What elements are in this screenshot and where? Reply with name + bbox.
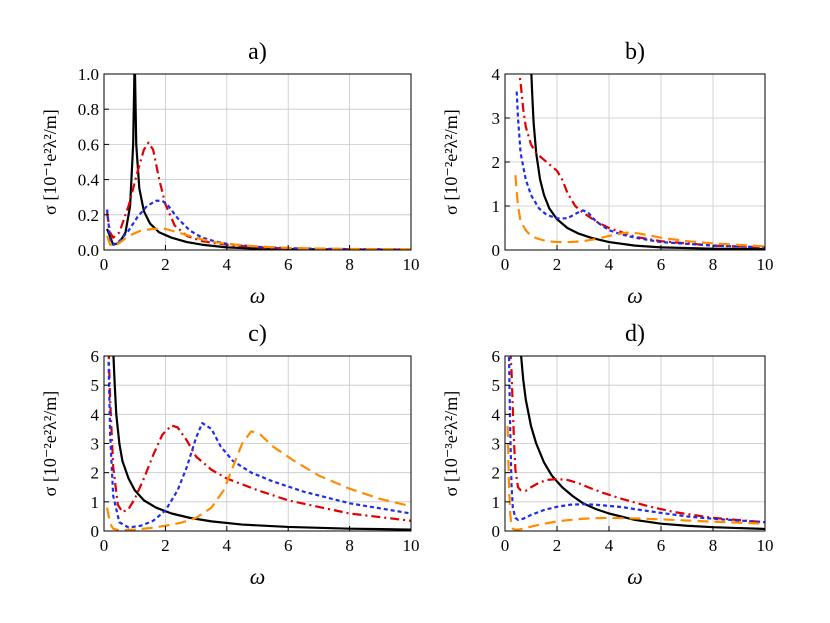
series-blue-dotted — [515, 91, 765, 249]
y-tick-label: 5 — [492, 376, 501, 395]
y-tick-label: 0.6 — [78, 135, 99, 154]
series-red-dashdot — [518, 74, 765, 249]
y-axis-label: σ [10⁻²e²λ²/m] — [441, 109, 461, 215]
x-tick-label: 0 — [501, 536, 510, 555]
x-tick-label: 10 — [403, 255, 420, 274]
panel-title: a) — [248, 39, 267, 65]
series-black-solid — [530, 74, 765, 250]
y-tick-label: 0 — [91, 522, 100, 541]
x-tick-label: 0 — [100, 255, 109, 274]
y-tick-label: 6 — [91, 347, 100, 366]
y-tick-label: 1.0 — [78, 65, 99, 84]
x-tick-label: 4 — [605, 536, 614, 555]
y-tick-label: 5 — [91, 376, 100, 395]
y-tick-label: 0 — [492, 522, 501, 541]
y-tick-label: 0.4 — [78, 171, 100, 190]
y-tick-label: 6 — [492, 347, 501, 366]
panel-title: c) — [248, 321, 267, 347]
y-tick-label: 4 — [492, 65, 501, 84]
x-axis-label: ω — [627, 283, 643, 308]
x-tick-label: 0 — [501, 255, 510, 274]
y-tick-label: 3 — [492, 435, 501, 454]
x-tick-label: 4 — [223, 536, 232, 555]
y-tick-label: 1 — [492, 197, 501, 216]
x-tick-label: 10 — [757, 255, 774, 274]
y-tick-label: 4 — [492, 405, 501, 424]
series-blue-dotted — [507, 356, 765, 524]
y-tick-label: 4 — [91, 405, 100, 424]
x-tick-label: 10 — [403, 536, 420, 555]
y-axis-label: σ [10⁻³e²λ²/m] — [441, 391, 461, 497]
x-tick-label: 6 — [284, 255, 293, 274]
series-orange-dashed — [514, 175, 765, 248]
y-tick-label: 3 — [492, 109, 501, 128]
y-axis-label: σ [10⁻²e²λ²/m] — [40, 391, 60, 497]
x-tick-label: 0 — [100, 536, 109, 555]
series-black-solid — [112, 356, 411, 531]
series-red-dashdot — [107, 356, 411, 522]
y-tick-label: 0.2 — [78, 206, 99, 225]
x-tick-label: 4 — [223, 255, 232, 274]
x-axis-label: ω — [627, 564, 643, 589]
x-tick-label: 2 — [161, 255, 170, 274]
series-blue-dotted — [107, 361, 411, 529]
panel-c: 0 2 4 6 8 10 0 1 2 3 4 5 6 c) ω σ [10⁻²e²λ²/m] — [40, 321, 420, 589]
x-tick-label: 8 — [345, 255, 354, 274]
x-tick-label: 8 — [709, 536, 718, 555]
series-black-solid — [106, 74, 411, 250]
panel-title: b) — [625, 39, 645, 65]
y-axis-label: σ [10⁻¹e²λ²/m] — [40, 109, 60, 215]
series-orange-dashed — [506, 425, 765, 531]
x-tick-label: 6 — [284, 536, 293, 555]
y-tick-label: 2 — [492, 464, 501, 483]
y-tick-label: 2 — [91, 464, 100, 483]
x-tick-label: 2 — [553, 255, 562, 274]
x-tick-label: 6 — [657, 255, 666, 274]
series-black-solid — [520, 356, 765, 531]
x-tick-label: 8 — [345, 536, 354, 555]
y-tick-label: 0.0 — [78, 241, 99, 260]
x-tick-label: 6 — [657, 536, 666, 555]
x-tick-label: 2 — [553, 536, 562, 555]
y-tick-label: 1 — [91, 493, 100, 512]
panel-a: 0 2 4 6 8 10 0.0 0.2 0.4 0.6 0.8 1.0 a) ω σ [10⁻¹e²λ²/… — [40, 39, 420, 308]
y-tick-label: 0 — [492, 241, 501, 260]
x-axis-label: ω — [250, 283, 266, 308]
series-red-dashdot — [105, 141, 411, 250]
panel-title: d) — [625, 321, 645, 347]
x-tick-label: 4 — [605, 255, 614, 274]
series-orange-dashed — [105, 430, 411, 531]
series-blue-dotted — [105, 199, 411, 250]
series-orange-dashed — [106, 227, 411, 250]
y-tick-label: 0.8 — [78, 100, 99, 119]
y-tick-label: 1 — [492, 493, 501, 512]
x-axis-label: ω — [250, 564, 266, 589]
x-tick-label: 2 — [161, 536, 170, 555]
plot-frame — [103, 73, 412, 251]
y-tick-label: 3 — [91, 435, 100, 454]
series-red-dashdot — [509, 356, 765, 524]
panel-d: 0 2 4 6 8 10 0 1 2 3 4 5 6 d) ω σ [10⁻³e²λ²/m] — [441, 321, 774, 589]
y-tick-label: 2 — [492, 153, 501, 172]
x-tick-label: 10 — [757, 536, 774, 555]
panel-b: 0 2 4 6 8 10 0 1 2 3 4 b) ω σ [10⁻²e²λ²/m] — [441, 39, 774, 308]
x-tick-label: 8 — [709, 255, 718, 274]
